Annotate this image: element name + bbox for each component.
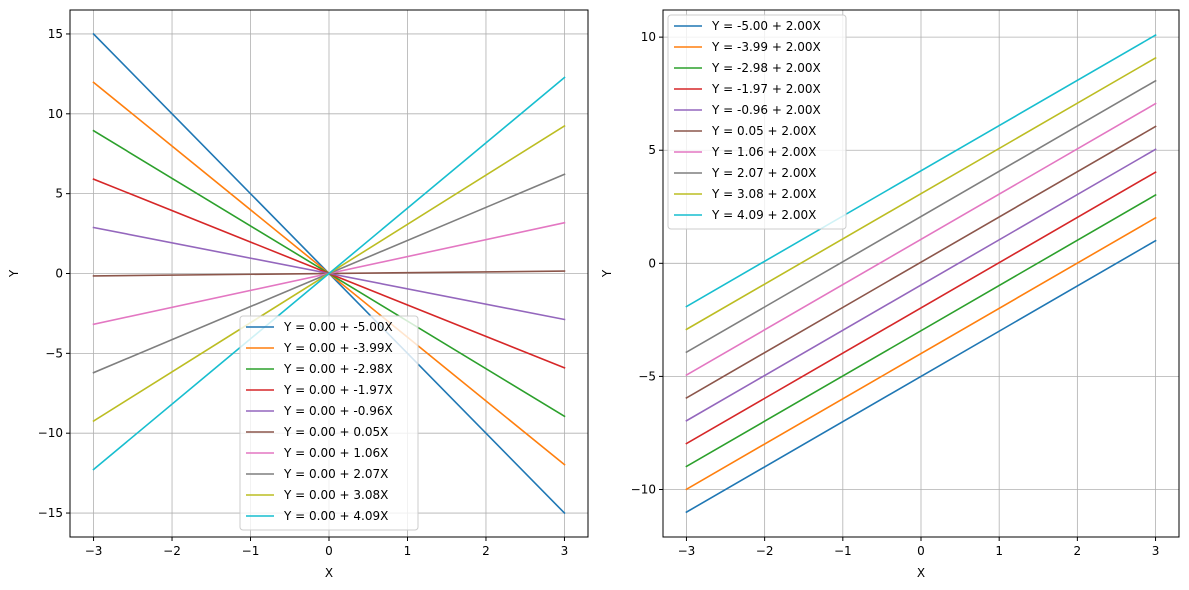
legend-label-6: Y = 0.00 + 0.05X: [283, 425, 388, 439]
legend-label-4: Y = -1.97 + 2.00X: [711, 82, 821, 96]
x-tick-label: −1: [834, 544, 852, 558]
x-axis-label: X: [917, 566, 925, 580]
x-tick-label: −3: [678, 544, 696, 558]
y-tick-label: 5: [55, 187, 63, 201]
series-line-1: [685, 239, 1157, 514]
x-tick-label: −1: [242, 544, 260, 558]
x-tick-label: 1: [404, 544, 412, 558]
y-tick-label: 0: [55, 267, 63, 281]
legend-label-7: Y = 0.00 + 1.06X: [283, 446, 388, 460]
series-line-10: [685, 34, 1157, 308]
legend-box: [667, 14, 847, 230]
x-tick-label: −2: [756, 544, 774, 558]
y-tick-label: 10: [48, 107, 63, 121]
legend-label-6: Y = 0.05 + 2.00X: [711, 124, 816, 138]
y-tick-label: −10: [631, 483, 656, 497]
legend-label-8: Y = 0.00 + 2.07X: [283, 467, 388, 481]
legend-label-10: Y = 0.00 + 4.09X: [283, 509, 388, 523]
x-tick-label: 0: [325, 544, 333, 558]
y-tick-label: 5: [648, 143, 656, 157]
legend-label-2: Y = 0.00 + -3.99X: [283, 341, 393, 355]
legend-label-3: Y = 0.00 + -2.98X: [283, 362, 393, 376]
legend: Y = 0.00 + -5.00X Y = 0.00 + -3.99X Y = 0.…: [239, 315, 419, 531]
y-tick-label: 10: [641, 30, 656, 44]
series-line-2: [685, 216, 1157, 491]
series-line-3: [685, 193, 1157, 468]
series-line-8: [685, 79, 1157, 354]
x-tick-label: 2: [482, 544, 490, 558]
legend-box: [239, 315, 419, 531]
series-line-4: [685, 171, 1157, 445]
y-tick-label: −15: [38, 506, 63, 520]
y-axis-label: Y: [600, 269, 614, 278]
y-tick-label: −5: [45, 346, 63, 360]
legend-label-10: Y = 4.09 + 2.00X: [711, 208, 816, 222]
legend-label-1: Y = 0.00 + -5.00X: [283, 320, 393, 334]
legend-label-3: Y = -2.98 + 2.00X: [711, 61, 821, 75]
legend-label-8: Y = 2.07 + 2.00X: [711, 166, 816, 180]
x-tick-label: 1: [995, 544, 1003, 558]
series-line-9: [685, 56, 1157, 331]
legend: Y = -5.00 + 2.00X Y = -3.99 + 2.00X Y = -2…: [667, 14, 847, 230]
legend-label-2: Y = -3.99 + 2.00X: [711, 40, 821, 54]
legend-label-5: Y = 0.00 + -0.96X: [283, 404, 393, 418]
x-axis-label: X: [325, 566, 333, 580]
x-tick-label: 0: [917, 544, 925, 558]
series-line-7: [685, 102, 1157, 377]
y-tick-label: −5: [638, 369, 656, 383]
legend-label-1: Y = -5.00 + 2.00X: [711, 19, 821, 33]
legend-label-9: Y = 3.08 + 2.00X: [711, 187, 816, 201]
x-tick-label: 2: [1074, 544, 1082, 558]
x-tick-label: 3: [1152, 544, 1160, 558]
series-line-5: [685, 148, 1157, 422]
legend-label-5: Y = -0.96 + 2.00X: [711, 103, 821, 117]
x-tick-label: −3: [85, 544, 103, 558]
y-tick-label: −10: [38, 426, 63, 440]
x-tick-label: 3: [561, 544, 569, 558]
series-line-6: [685, 125, 1157, 399]
y-axis-label: Y: [7, 269, 21, 278]
legend-label-9: Y = 0.00 + 3.08X: [283, 488, 388, 502]
x-tick-label: −2: [163, 544, 181, 558]
series-line-10: [92, 76, 566, 471]
legend-label-7: Y = 1.06 + 2.00X: [711, 145, 816, 159]
y-tick-label: 0: [648, 256, 656, 270]
legend-label-4: Y = 0.00 + -1.97X: [283, 383, 393, 397]
y-tick-label: 15: [48, 27, 63, 41]
